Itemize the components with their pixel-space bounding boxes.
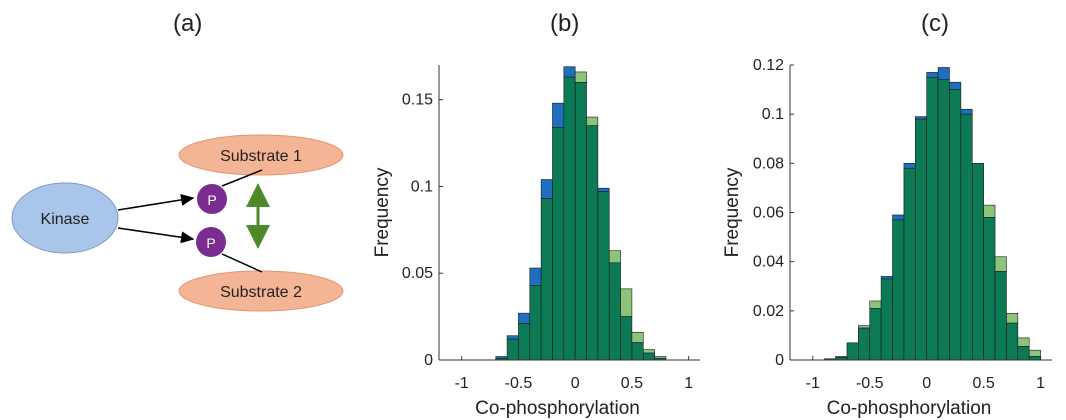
histogram-bar xyxy=(609,263,620,360)
phospho-label-1: P xyxy=(207,192,216,208)
histogram-bar-top xyxy=(598,188,609,191)
y-tick-label: 0.06 xyxy=(753,205,784,222)
histogram-bar-top xyxy=(1029,350,1040,356)
histogram-bar xyxy=(552,127,563,360)
y-tick-label: 0 xyxy=(775,352,784,369)
histogram-bar-top xyxy=(904,163,915,168)
histogram-bar-top xyxy=(564,67,575,77)
histogram-bar xyxy=(518,324,529,360)
histogram-bar-top xyxy=(507,336,518,339)
histogram-bar-top xyxy=(609,251,620,263)
histogram-bar-top xyxy=(858,326,869,328)
panel-b-label: (b) xyxy=(550,10,579,38)
phospho-label-2: P xyxy=(206,235,215,251)
histogram-bar xyxy=(1018,346,1029,360)
x-tick-label: 0.5 xyxy=(621,375,643,392)
histogram-bar-top xyxy=(575,72,586,82)
y-tick-label: 0.04 xyxy=(753,254,784,271)
histogram-bar xyxy=(949,90,960,360)
y-tick-label: 0.1 xyxy=(762,106,784,123)
y-tick-label: 0.05 xyxy=(402,265,433,282)
histogram-bar-top xyxy=(541,180,552,199)
histogram-bar xyxy=(541,199,552,360)
x-axis-label: Co-phosphorylation xyxy=(475,398,640,419)
y-tick-label: 0.02 xyxy=(753,303,784,320)
histogram-bar xyxy=(972,163,983,360)
histogram-bar xyxy=(598,192,609,360)
y-axis-label: Frequency xyxy=(372,167,393,257)
histogram-bar-top xyxy=(938,67,949,79)
x-tick-label: 0.5 xyxy=(973,375,995,392)
x-tick-label: -0.5 xyxy=(505,375,533,392)
histogram-bar xyxy=(870,308,881,360)
histogram-bar-top xyxy=(961,109,972,114)
kinase-arrow-1 xyxy=(118,198,193,210)
y-tick-label: 0.08 xyxy=(753,155,784,172)
histogram-bar-top xyxy=(949,82,960,89)
x-tick-label: 1 xyxy=(1036,375,1045,392)
histogram-bar-top xyxy=(915,117,926,119)
histogram-bar xyxy=(961,114,972,360)
histogram-bar xyxy=(1006,323,1017,360)
histogram-bar xyxy=(904,168,915,360)
x-axis-label: Co-phosphorylation xyxy=(827,398,992,419)
histogram-bar-top xyxy=(621,289,632,317)
histogram-bar xyxy=(621,317,632,360)
histogram-bar xyxy=(530,285,541,360)
x-tick-label: -1 xyxy=(455,375,469,392)
histogram-bar-top xyxy=(552,103,563,127)
histogram-bar xyxy=(564,77,575,360)
histogram-bar xyxy=(995,272,1006,361)
histogram-bar-top xyxy=(995,257,1006,272)
histogram-bar xyxy=(507,339,518,360)
x-tick-label: -1 xyxy=(806,375,820,392)
link-line-2 xyxy=(222,254,262,272)
histogram-bar-top xyxy=(927,72,938,77)
histogram-bar-top xyxy=(893,215,904,220)
x-tick-label: 0 xyxy=(571,375,580,392)
histogram-bar-top xyxy=(1018,338,1029,347)
x-tick-label: 0 xyxy=(922,375,931,392)
histogram-bar xyxy=(632,343,643,360)
histogram-bar-top xyxy=(1006,313,1017,323)
histogram-bar xyxy=(575,82,586,360)
histogram-bar xyxy=(1029,356,1040,360)
histogram-bar xyxy=(938,80,949,360)
histogram-bar xyxy=(587,126,598,360)
kinase-arrow-2 xyxy=(118,228,193,239)
histogram-bar-top xyxy=(870,301,881,308)
histogram-bar-top xyxy=(518,313,529,323)
histogram-bar xyxy=(643,353,654,360)
histogram-bar xyxy=(984,217,995,360)
histogram-bar xyxy=(915,119,926,360)
histogram-bar xyxy=(858,328,869,360)
histogram-bar xyxy=(893,220,904,360)
substrate-2-label: Substrate 2 xyxy=(220,284,302,301)
histogram-bar xyxy=(927,77,938,360)
histogram-bar-top xyxy=(632,332,643,342)
histogram-bar-top xyxy=(984,205,995,217)
y-tick-label: 0.15 xyxy=(402,92,433,109)
kinase-label: Kinase xyxy=(41,211,90,228)
x-tick-label: 1 xyxy=(684,375,693,392)
histogram-bar xyxy=(847,343,858,360)
panel-c-label: (c) xyxy=(921,10,949,38)
histogram-b: -1 -0.5 0 0.5 1 0 0.05 0.1 0.15 Co-phosphorylatio… xyxy=(372,65,700,419)
substrate-1-label: Substrate 1 xyxy=(220,148,302,165)
y-tick-label: 0.1 xyxy=(411,178,433,195)
histogram-bar-top xyxy=(587,117,598,126)
histogram-c: -1 -0.5 0 0.5 1 0 0.02 0.04 0.06 0.08 0.1 0.12 Co-ph… xyxy=(722,57,1052,419)
x-tick-label: -0.5 xyxy=(856,375,884,392)
histogram-bar-top xyxy=(530,268,541,285)
y-tick-label: 0.12 xyxy=(753,57,784,74)
histogram-bar-top xyxy=(881,276,892,278)
histogram-bar xyxy=(881,279,892,360)
y-axis-label: Frequency xyxy=(722,167,743,257)
y-tick-label: 0 xyxy=(424,352,433,369)
histogram-bar-top xyxy=(643,350,654,353)
